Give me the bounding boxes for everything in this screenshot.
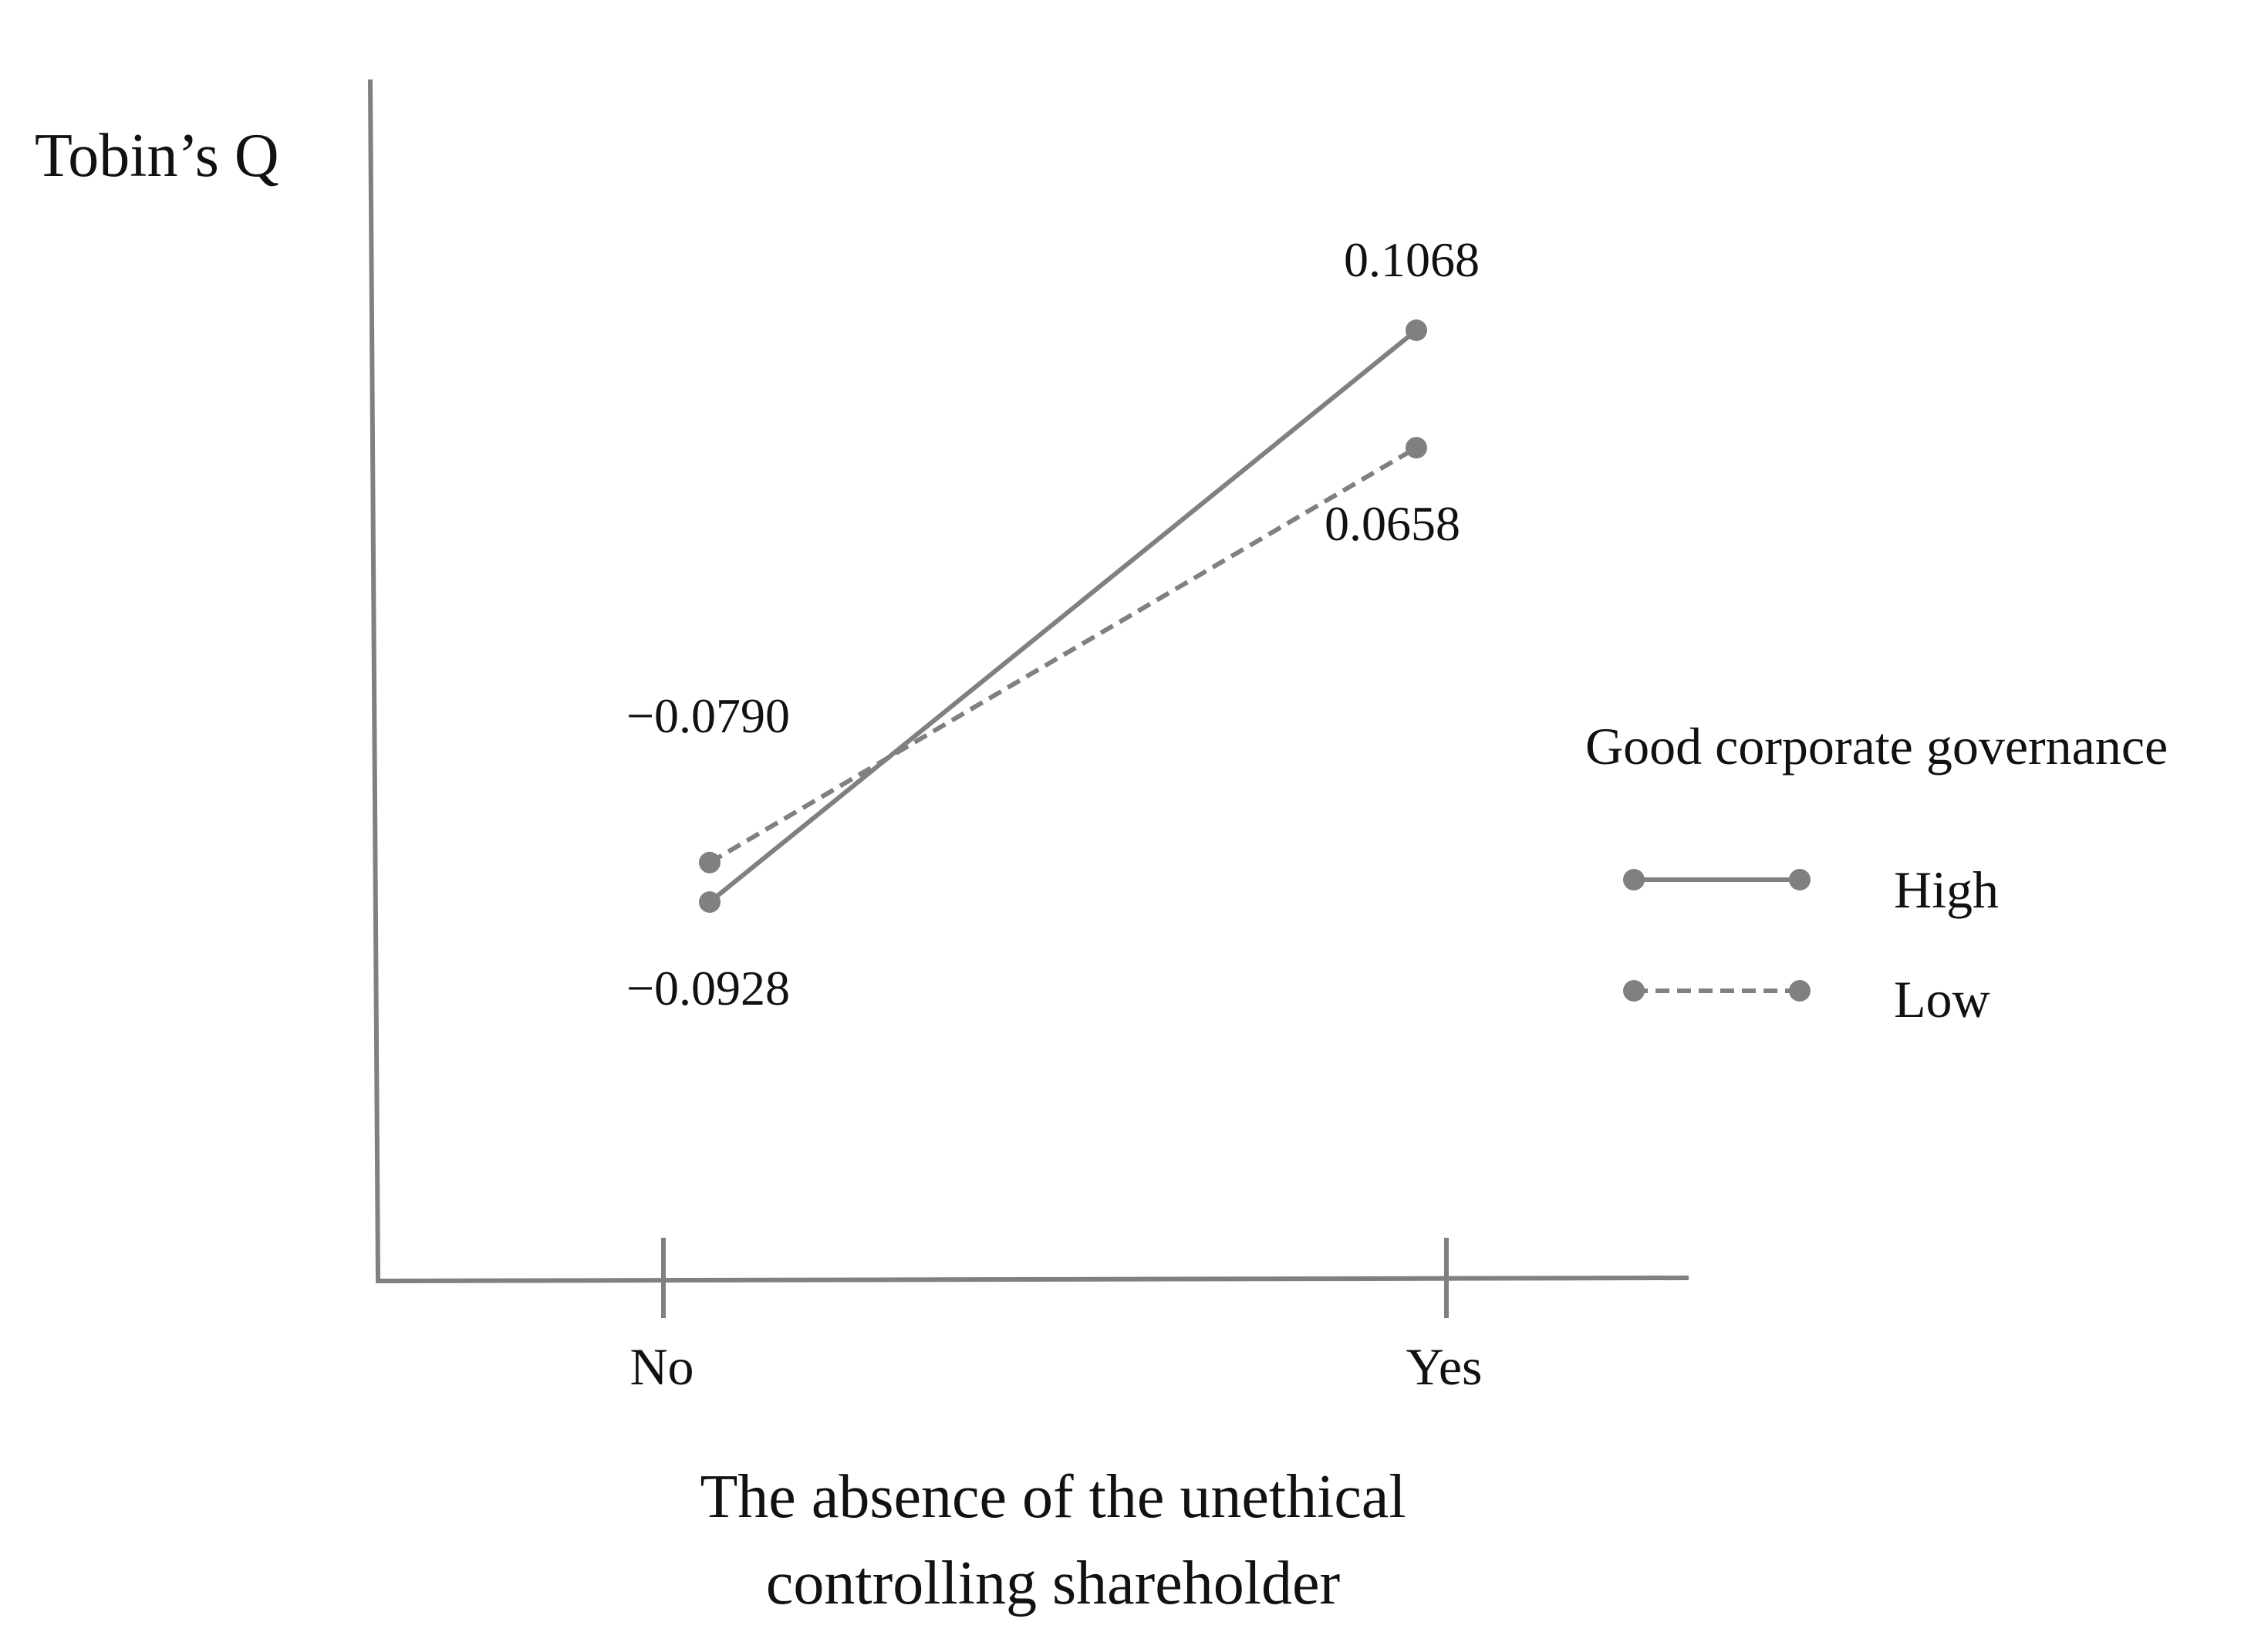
y-axis-title: Tobin’s Q [35, 122, 279, 190]
series-high-point-no [699, 891, 721, 913]
legend-low-label: Low [1894, 970, 1990, 1029]
x-axis-title-line-2: controlling shareholder [766, 1549, 1340, 1617]
series-high-line [708, 328, 1418, 904]
x-axis-title-line-1: The absence of the unethical [700, 1463, 1406, 1531]
legend-title: Good corporate governance [1585, 717, 2168, 776]
series-low-point-yes [1406, 437, 1427, 459]
data-label-high-no: −0.0928 [626, 961, 790, 1016]
x-tick-label-yes: Yes [1406, 1337, 1483, 1396]
data-label-low-yes: 0.0658 [1325, 496, 1460, 551]
legend-high-marker-right [1789, 869, 1811, 890]
y-axis-line [367, 79, 381, 1284]
series-high-point-yes [1406, 319, 1427, 341]
series-low-point-no [699, 851, 721, 874]
legend-low-marker-right [1789, 980, 1811, 1002]
legend-high-marker-left [1623, 869, 1645, 890]
legend-low-marker-left [1623, 980, 1645, 1002]
legend-high-label: High [1894, 860, 1999, 919]
series-low-line [708, 445, 1418, 865]
x-axis-line [375, 1275, 1689, 1284]
data-label-low-no: −0.0790 [626, 688, 790, 743]
legend: Good corporate governance High Low [1585, 717, 2168, 1029]
x-tick-label-no: No [629, 1337, 694, 1396]
data-label-high-yes: 0.1068 [1344, 232, 1480, 287]
